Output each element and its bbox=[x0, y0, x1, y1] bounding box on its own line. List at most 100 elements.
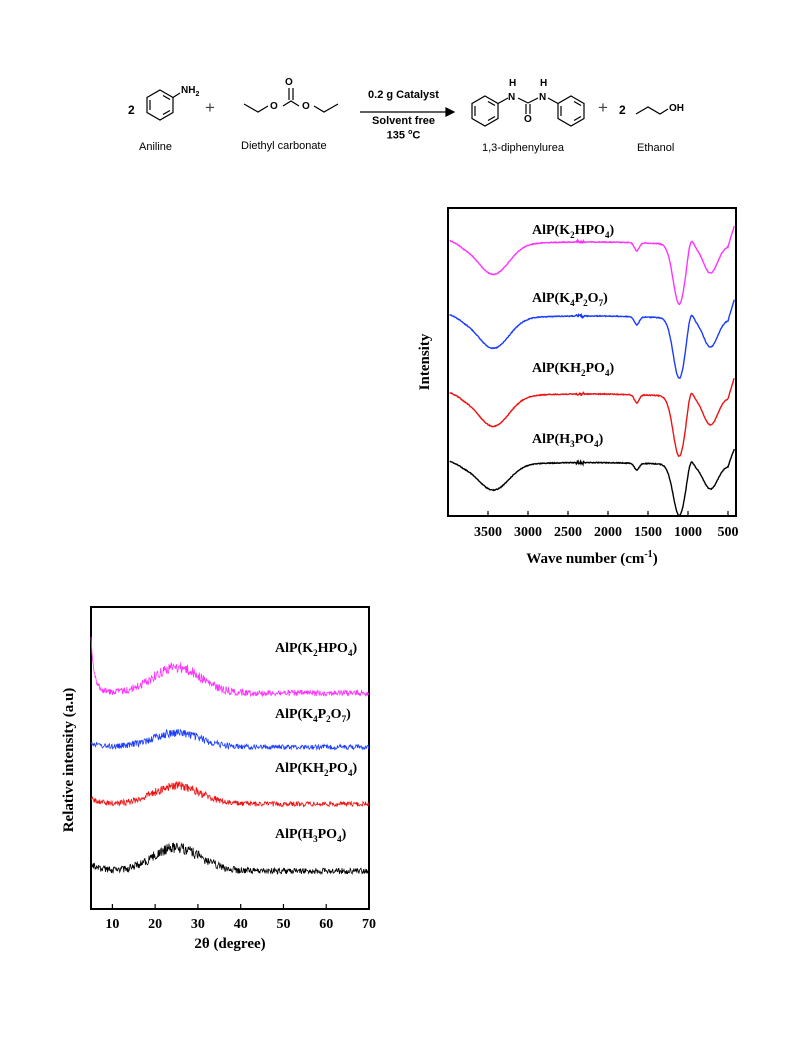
xrd-tick-label-5: 60 bbox=[319, 917, 333, 932]
ftir-series-label-2-sub1: 2 bbox=[581, 368, 586, 378]
ethanol-structure bbox=[635, 106, 669, 115]
xrd-series-label-2-end: ) bbox=[352, 761, 357, 776]
ftir-series-label-1-sub1: 4 bbox=[570, 298, 575, 308]
temp-unit: C bbox=[412, 129, 421, 142]
ftir-series-label-1-sub2: 2 bbox=[583, 298, 588, 308]
xrd-series-label-1-mid2: O bbox=[331, 707, 342, 722]
plus-sign-1: + bbox=[205, 98, 215, 117]
ftir-line-0 bbox=[449, 225, 735, 306]
condition-catalyst: 0.2 g Catalyst bbox=[368, 89, 439, 101]
ethanol-coefficient: 2 bbox=[619, 103, 626, 117]
xrd-series-label-3-sub2: 4 bbox=[337, 834, 342, 844]
ethanol-oh: OH bbox=[669, 103, 684, 114]
xrd-line-0 bbox=[90, 636, 370, 698]
urea-ring-right bbox=[557, 95, 585, 127]
aniline-ring bbox=[146, 89, 174, 121]
ftir-series-label-3: AlP(H3PO4) bbox=[532, 432, 604, 449]
urea-ring-left bbox=[471, 95, 499, 127]
xrd-series-label-2-base: AlP(KH bbox=[275, 761, 324, 776]
ftir-series-label-1-mid: P bbox=[575, 291, 584, 306]
ftir-xlabel-end: ) bbox=[653, 551, 658, 567]
xrd-series-label-1-sub2: 2 bbox=[326, 714, 331, 724]
xrd-ylabel-text: Relative intensity (a.u) bbox=[61, 688, 77, 833]
xrd-series-label-3: AlP(H3PO4) bbox=[275, 827, 347, 844]
ftir-line-1 bbox=[449, 299, 735, 379]
ftir-tick-label-0: 3500 bbox=[474, 525, 502, 540]
xrd-series-label-1-mid: P bbox=[318, 707, 327, 722]
ftir-line-3 bbox=[449, 448, 735, 517]
urea-n-left: N bbox=[508, 92, 516, 103]
carbonate-o-left: O bbox=[270, 101, 278, 112]
xrd-series-label-2: AlP(KH2PO4) bbox=[275, 761, 357, 778]
ftir-series-labels: AlP(K2HPO4)AlP(K4P2O7)AlP(KH2PO4)AlP(H3P… bbox=[532, 223, 614, 449]
condition-temperature: 135 oC bbox=[356, 129, 451, 142]
xrd-tick-label-1: 20 bbox=[148, 917, 162, 932]
ftir-series-label-0-mid: HPO bbox=[575, 223, 605, 238]
xrd-tick-label-2: 30 bbox=[191, 917, 205, 932]
xrd-series-label-3-sub1: 3 bbox=[313, 834, 318, 844]
ftir-series-label-2-base: AlP(KH bbox=[532, 361, 581, 376]
ftir-series-label-1-sub3: 7 bbox=[599, 298, 604, 308]
xrd-tick-label-4: 50 bbox=[276, 917, 290, 932]
ftir-series-label-3-mid: PO bbox=[575, 432, 595, 447]
ftir-series-label-0-sub2: 4 bbox=[605, 230, 610, 240]
xrd-xlabel: 2θ (degree) bbox=[194, 936, 265, 952]
temp-value: 135 bbox=[386, 129, 409, 142]
ftir-series-label-0-sub1: 2 bbox=[570, 230, 575, 240]
ftir-tick-label-5: 1000 bbox=[674, 525, 702, 540]
xrd-series-label-0-end: ) bbox=[352, 641, 357, 656]
xrd-series-label-1-sub3: 7 bbox=[342, 714, 347, 724]
xrd-series-labels: AlP(K2HPO4)AlP(K4P2O7)AlP(KH2PO4)AlP(H3P… bbox=[275, 641, 357, 844]
nh2-text: NH bbox=[181, 85, 196, 96]
xrd-series-label-2-sub2: 4 bbox=[348, 768, 353, 778]
xrd-series-label-2-sub1: 2 bbox=[324, 768, 329, 778]
nh2-group: NH2 bbox=[181, 85, 199, 98]
ftir-frame bbox=[447, 207, 737, 517]
aniline-coefficient: 2 bbox=[128, 103, 135, 117]
xrd-line-1 bbox=[90, 728, 370, 751]
ftir-series-label-1-base: AlP(K bbox=[532, 291, 570, 306]
ftir-ylabel-text: Intensity bbox=[417, 333, 433, 390]
nh2-subscript: 2 bbox=[195, 91, 200, 98]
xrd-series-label-2-mid: PO bbox=[329, 761, 349, 776]
xrd-series-label-0-base: AlP(K bbox=[275, 641, 313, 656]
ftir-series-label-3-end: ) bbox=[599, 432, 604, 447]
ftir-tick-label-2: 2500 bbox=[554, 525, 582, 540]
ftir-series-label-3-sub1: 3 bbox=[570, 439, 575, 449]
ftir-tick-label-3: 2000 bbox=[594, 525, 622, 540]
ftir-line-2 bbox=[449, 378, 735, 458]
ftir-chart: 3500 3000 2500 2000 1500 1000 500 AlP(K2HPO4)A… bbox=[417, 207, 739, 567]
xrd-tick-label-6: 70 bbox=[362, 917, 376, 932]
ftir-series-label-2-sub2: 4 bbox=[605, 368, 610, 378]
ftir-series-label-3-sub2: 4 bbox=[594, 439, 599, 449]
ftir-tick-label-6: 500 bbox=[718, 525, 739, 540]
xrd-chart: 10 20 30 40 50 60 70 AlP(K2HPO4)AlP(K4P2O7)AlP… bbox=[61, 606, 376, 952]
urea-h-left: H bbox=[509, 78, 517, 89]
ftir-series-label-0: AlP(K2HPO4) bbox=[532, 223, 614, 240]
xrd-series-label-3-end: ) bbox=[342, 827, 347, 842]
xrd-series-label-3-mid: PO bbox=[318, 827, 338, 842]
xrd-series-label-1: AlP(K4P2O7) bbox=[275, 707, 351, 724]
diphenylurea-structure bbox=[471, 95, 585, 127]
condition-solvent: Solvent free bbox=[372, 115, 435, 127]
ftir-series-group bbox=[449, 225, 735, 517]
xrd-line-3 bbox=[90, 842, 370, 875]
urea-h-right: H bbox=[540, 78, 548, 89]
ftir-series-label-1-end: ) bbox=[603, 291, 608, 306]
ftir-tick-label-4: 1500 bbox=[634, 525, 662, 540]
xrd-series-label-0-sub1: 2 bbox=[313, 648, 318, 658]
scheme-structures bbox=[146, 88, 669, 127]
xrd-series-label-0-mid: HPO bbox=[318, 641, 348, 656]
xrd-tick-label-0: 10 bbox=[105, 917, 119, 932]
aniline-label: Aniline bbox=[139, 141, 173, 153]
temp-degree: o bbox=[408, 129, 413, 136]
carbonate-o-right: O bbox=[302, 101, 310, 112]
ftir-series-label-2: AlP(KH2PO4) bbox=[532, 361, 614, 378]
xrd-tick-label-3: 40 bbox=[234, 917, 248, 932]
ftir-xlabel: Wave number (cm-1) bbox=[526, 549, 657, 567]
xrd-frame bbox=[90, 606, 370, 910]
xrd-series-label-3-base: AlP(H bbox=[275, 827, 313, 842]
urea-n-right: N bbox=[539, 92, 547, 103]
ftir-tick-label-1: 3000 bbox=[514, 525, 542, 540]
xrd-ylabel: Relative intensity (a.u) bbox=[61, 688, 77, 833]
